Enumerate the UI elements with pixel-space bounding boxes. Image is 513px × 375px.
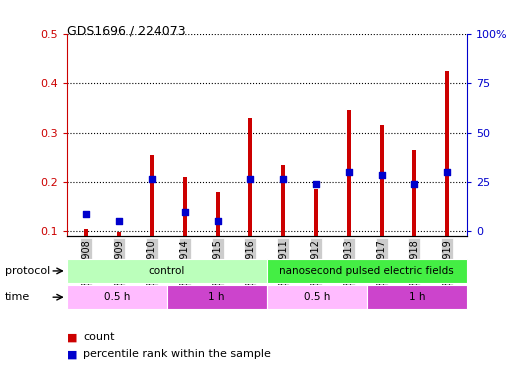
- Point: [443, 169, 451, 175]
- Text: nanosecond pulsed electric fields: nanosecond pulsed electric fields: [280, 266, 454, 276]
- Text: ■: ■: [67, 333, 77, 342]
- Bar: [150, 155, 154, 236]
- Bar: [347, 110, 351, 236]
- Bar: [183, 177, 187, 236]
- Point: [345, 169, 353, 175]
- Bar: [380, 125, 384, 236]
- Point: [181, 209, 189, 214]
- Bar: [267, 259, 467, 283]
- Text: 0.5 h: 0.5 h: [304, 292, 330, 302]
- Bar: [281, 165, 285, 236]
- Bar: [445, 71, 449, 236]
- Point: [115, 218, 123, 224]
- Text: control: control: [149, 266, 185, 276]
- Bar: [67, 259, 267, 283]
- Text: ■: ■: [67, 350, 77, 359]
- Bar: [117, 232, 121, 236]
- Point: [279, 177, 287, 183]
- Point: [312, 182, 320, 188]
- Point: [410, 182, 419, 188]
- Bar: [267, 285, 367, 309]
- Point: [213, 218, 222, 224]
- Text: count: count: [83, 333, 114, 342]
- Bar: [85, 229, 88, 236]
- Bar: [314, 189, 318, 236]
- Text: GDS1696 / 224073: GDS1696 / 224073: [67, 24, 185, 38]
- Text: 1 h: 1 h: [208, 292, 225, 302]
- Point: [246, 177, 254, 183]
- Text: percentile rank within the sample: percentile rank within the sample: [83, 350, 271, 359]
- Text: time: time: [5, 292, 30, 302]
- Point: [378, 171, 386, 177]
- Bar: [367, 285, 467, 309]
- Text: protocol: protocol: [5, 266, 50, 276]
- Point: [148, 177, 156, 183]
- Bar: [67, 285, 167, 309]
- Text: 0.5 h: 0.5 h: [104, 292, 130, 302]
- Bar: [248, 118, 252, 236]
- Bar: [215, 192, 220, 236]
- Text: 1 h: 1 h: [408, 292, 425, 302]
- Bar: [167, 285, 267, 309]
- Bar: [412, 150, 417, 236]
- Point: [82, 211, 90, 217]
